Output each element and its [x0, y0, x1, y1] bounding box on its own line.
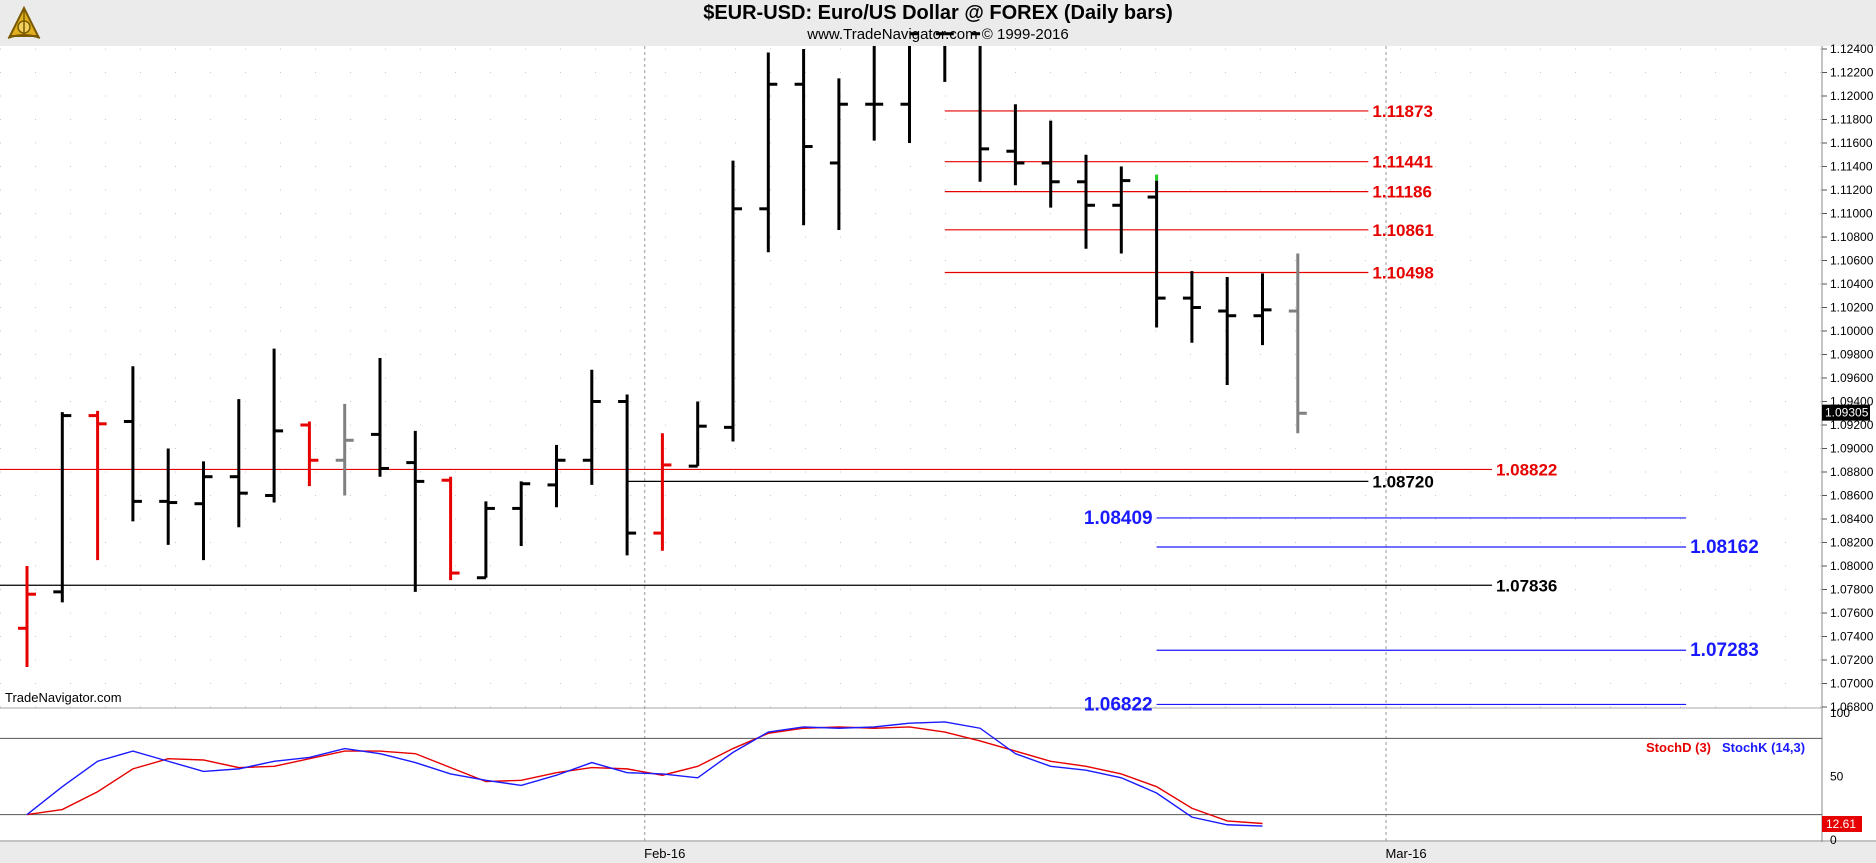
y-tick-label: 1.09000: [1830, 442, 1874, 456]
y-tick-label: 1.08400: [1830, 512, 1874, 526]
y-tick-label: 1.11000: [1830, 207, 1873, 221]
y-tick-label: 1.10600: [1830, 254, 1874, 268]
y-tick-label: 1.08000: [1830, 559, 1874, 573]
y-tick-label: 1.08600: [1830, 489, 1874, 503]
stoch-last-value: 12.61: [1826, 817, 1856, 831]
y-tick-label: 1.07000: [1830, 677, 1874, 691]
y-tick-label: 1.11400: [1830, 160, 1873, 174]
y-tick-label: 1.10400: [1830, 277, 1874, 291]
level-label: 1.11186: [1372, 183, 1432, 202]
last-price-box: [1822, 404, 1870, 421]
y-tick-label: 1.09600: [1830, 371, 1874, 385]
price-panel: [0, 46, 1822, 708]
level-label: 1.10861: [1372, 221, 1433, 240]
y-tick-label: 1.06800: [1830, 700, 1874, 714]
y-tick-label: 1.11200: [1830, 183, 1873, 197]
y-tick-label: 1.11600: [1830, 136, 1873, 150]
y-tick-label: 1.10200: [1830, 301, 1874, 315]
level-label: 1.11873: [1372, 102, 1433, 121]
y-tick-label: 1.12000: [1830, 89, 1874, 103]
level-label: 1.07836: [1496, 576, 1557, 595]
level-label: 1.08720: [1372, 472, 1433, 491]
y-tick-label: 1.09200: [1830, 418, 1874, 432]
y-tick-label: 1.07600: [1830, 606, 1874, 620]
y-tick-label: 1.08200: [1830, 536, 1874, 550]
stoch-y-tick-label: 100: [1830, 706, 1850, 720]
y-tick-label: 1.07200: [1830, 653, 1874, 667]
y-tick-label: 1.08800: [1830, 465, 1874, 479]
y-tick-label: 1.10800: [1830, 230, 1874, 244]
level-label: 1.08409: [1084, 508, 1153, 529]
x-tick-label: Mar-16: [1385, 846, 1426, 861]
x-tick-label: Feb-16: [644, 846, 685, 861]
chart-title: $EUR-USD: Euro/US Dollar @ FOREX (Daily …: [703, 2, 1173, 24]
level-label: 1.08162: [1690, 537, 1759, 558]
level-label: 1.10498: [1372, 263, 1433, 282]
stoch-y-tick-label: 50: [1830, 770, 1844, 784]
legend-stoch-d: StochD (3): [1646, 740, 1711, 755]
level-label: 1.11441: [1372, 153, 1433, 172]
x-axis-bg: [0, 842, 1876, 863]
stoch-k-line: [26, 721, 1263, 827]
stoch-y-tick-label: 0: [1830, 833, 1837, 847]
sextant-logo-icon: [7, 5, 41, 39]
chart-header: $EUR-USD: Euro/US Dollar @ FOREX (Daily …: [0, 0, 1876, 46]
level-label: 1.08822: [1496, 460, 1557, 479]
y-tick-label: 1.07400: [1830, 630, 1874, 644]
level-label: 1.07283: [1690, 640, 1759, 661]
stoch-last-value-box: [1822, 815, 1862, 832]
y-tick-label: 1.09800: [1830, 348, 1874, 362]
y-tick-label: 1.07800: [1830, 583, 1874, 597]
stoch-d-line: [26, 726, 1263, 825]
y-tick-label: 1.10000: [1830, 324, 1874, 338]
last-price-label: 1.09305: [1825, 406, 1869, 420]
y-tick-label: 1.11800: [1830, 113, 1873, 127]
legend-stoch-k: StochK (14,3): [1722, 740, 1806, 755]
watermark: TradeNavigator.com: [5, 690, 122, 705]
y-tick-label: 1.12400: [1830, 42, 1874, 56]
level-label: 1.06822: [1084, 694, 1153, 715]
y-tick-label: 1.12200: [1830, 66, 1874, 80]
